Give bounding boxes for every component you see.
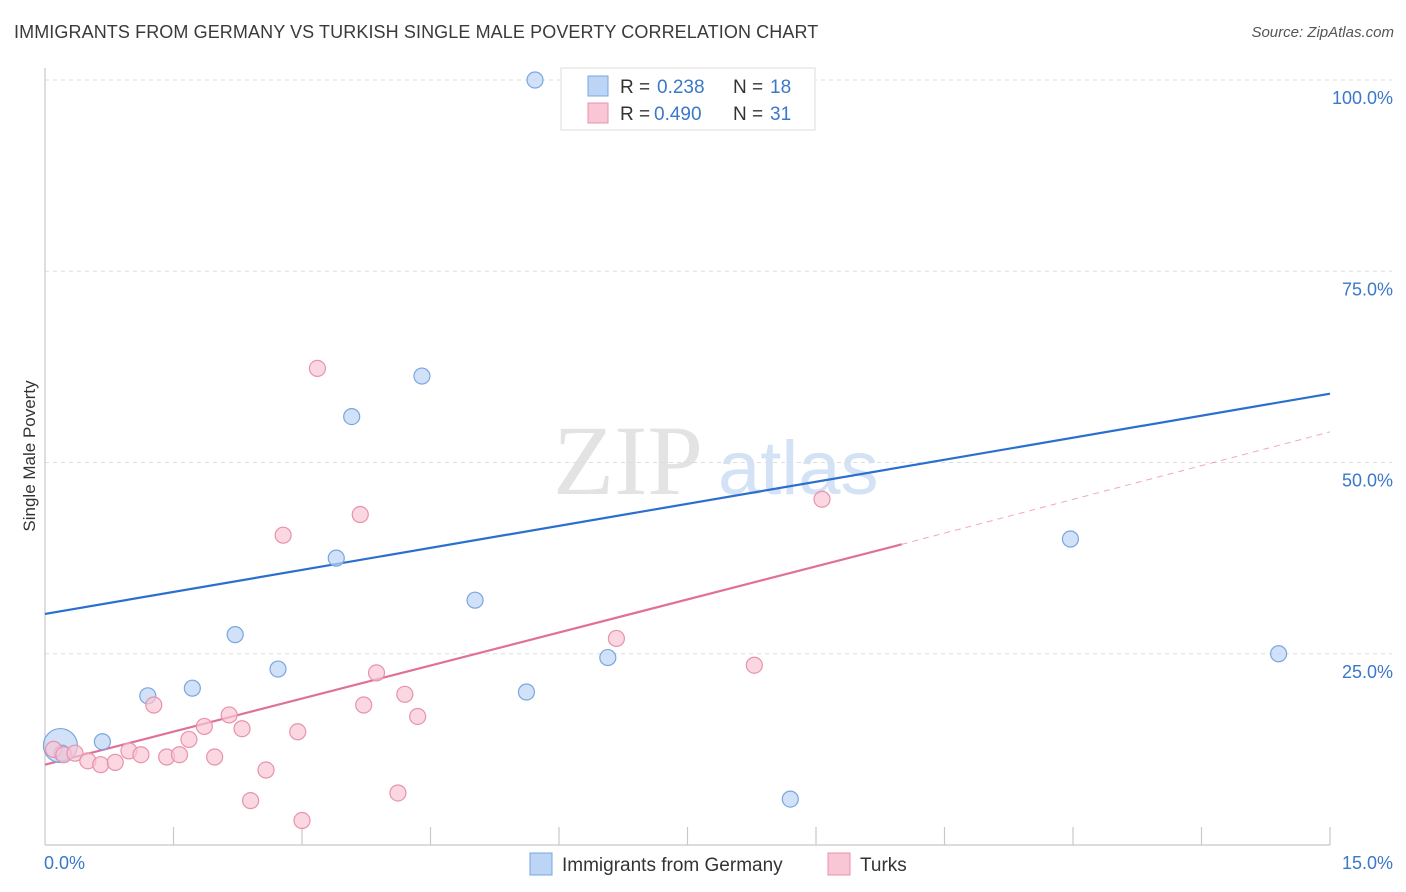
point-turks: [389, 784, 407, 802]
point-turks: [293, 811, 311, 830]
legend-swatch-germany: [587, 75, 609, 97]
point-turks: [257, 761, 275, 779]
legend-n-label-turks: N =: [733, 104, 763, 125]
point-turks: [355, 696, 373, 714]
point-turks: [132, 746, 150, 764]
point-turks: [206, 748, 224, 766]
trend-line-turks: [44, 543, 902, 766]
y-tick-label: 100.0%: [1332, 88, 1393, 108]
point-germany: [517, 683, 536, 701]
point-turks: [274, 526, 292, 544]
point-turks: [220, 706, 238, 724]
point-turks: [409, 707, 427, 726]
y-axis-label: Single Male Poverty: [20, 380, 39, 532]
bottom-legend-label-germany: Immigrants from Germany: [562, 855, 783, 876]
legend-r-value-turks: 0.490: [654, 104, 702, 125]
chart-title: IMMIGRANTS FROM GERMANY VS TURKISH SINGL…: [14, 22, 819, 42]
point-germany: [226, 626, 244, 644]
stats-legend: R = 0.238 N = 18 R = 0.490 N = 31: [560, 67, 816, 131]
point-turks: [745, 656, 763, 674]
point-germany: [1269, 645, 1288, 663]
axes: [44, 68, 1331, 846]
point-germany: [183, 679, 201, 697]
legend-n-label-germany: N =: [733, 77, 763, 98]
legend-r-value-germany: 0.238: [657, 77, 705, 98]
point-turks: [308, 359, 327, 378]
point-germany: [599, 648, 617, 667]
point-turks: [607, 629, 625, 648]
x-tick-label-min: 0.0%: [44, 853, 85, 873]
legend-r-label-germany: R =: [620, 77, 650, 98]
y-tick-label: 50.0%: [1342, 471, 1393, 491]
source-label: Source: ZipAtlas.com: [1251, 24, 1394, 41]
tick-labels: 25.0% 50.0% 75.0% 100.0% 0.0% 15.0%: [44, 88, 1393, 873]
bottom-legend-swatch-germany: [529, 852, 553, 876]
legend-swatch-turks: [587, 102, 609, 124]
point-turks: [813, 490, 831, 508]
point-turks: [233, 720, 251, 738]
watermark-zip: ZIP: [553, 405, 703, 516]
point-germany: [327, 549, 345, 567]
watermark-atlas: atlas: [718, 426, 879, 511]
legend-r-label-turks: R =: [620, 104, 650, 125]
trend-line-turks-extension: [901, 431, 1331, 545]
point-turks: [289, 723, 307, 741]
legend-n-value-turks: 31: [770, 104, 791, 125]
point-germany: [526, 71, 544, 89]
point-turks: [367, 664, 386, 682]
y-tick-label: 75.0%: [1342, 279, 1393, 299]
point-turks: [170, 746, 189, 764]
point-germany: [93, 733, 111, 751]
point-turks: [145, 696, 163, 714]
data-points: [42, 71, 1288, 830]
point-turks: [351, 505, 369, 524]
point-turks: [180, 730, 198, 749]
point-germany: [343, 408, 361, 426]
bottom-legend-label-turks: Turks: [860, 855, 907, 876]
point-turks: [242, 792, 260, 810]
y-tick-label: 25.0%: [1342, 662, 1393, 682]
point-turks: [396, 685, 414, 703]
x-tick-label-max: 15.0%: [1342, 853, 1393, 873]
point-germany: [781, 790, 799, 808]
point-germany: [269, 660, 287, 678]
trend-line-germany: [44, 392, 1331, 616]
point-turks: [106, 753, 124, 771]
point-turks: [66, 744, 84, 762]
point-germany: [413, 367, 431, 385]
point-germany: [466, 591, 484, 609]
gridlines: [45, 79, 1392, 655]
point-turks: [195, 717, 213, 736]
series-legend: Immigrants from Germany Turks: [529, 852, 907, 876]
point-germany: [1061, 530, 1080, 548]
point-turks: [92, 756, 110, 774]
bottom-legend-swatch-turks: [827, 852, 851, 876]
trend-lines: [44, 392, 1331, 766]
legend-n-value-germany: 18: [770, 77, 791, 98]
